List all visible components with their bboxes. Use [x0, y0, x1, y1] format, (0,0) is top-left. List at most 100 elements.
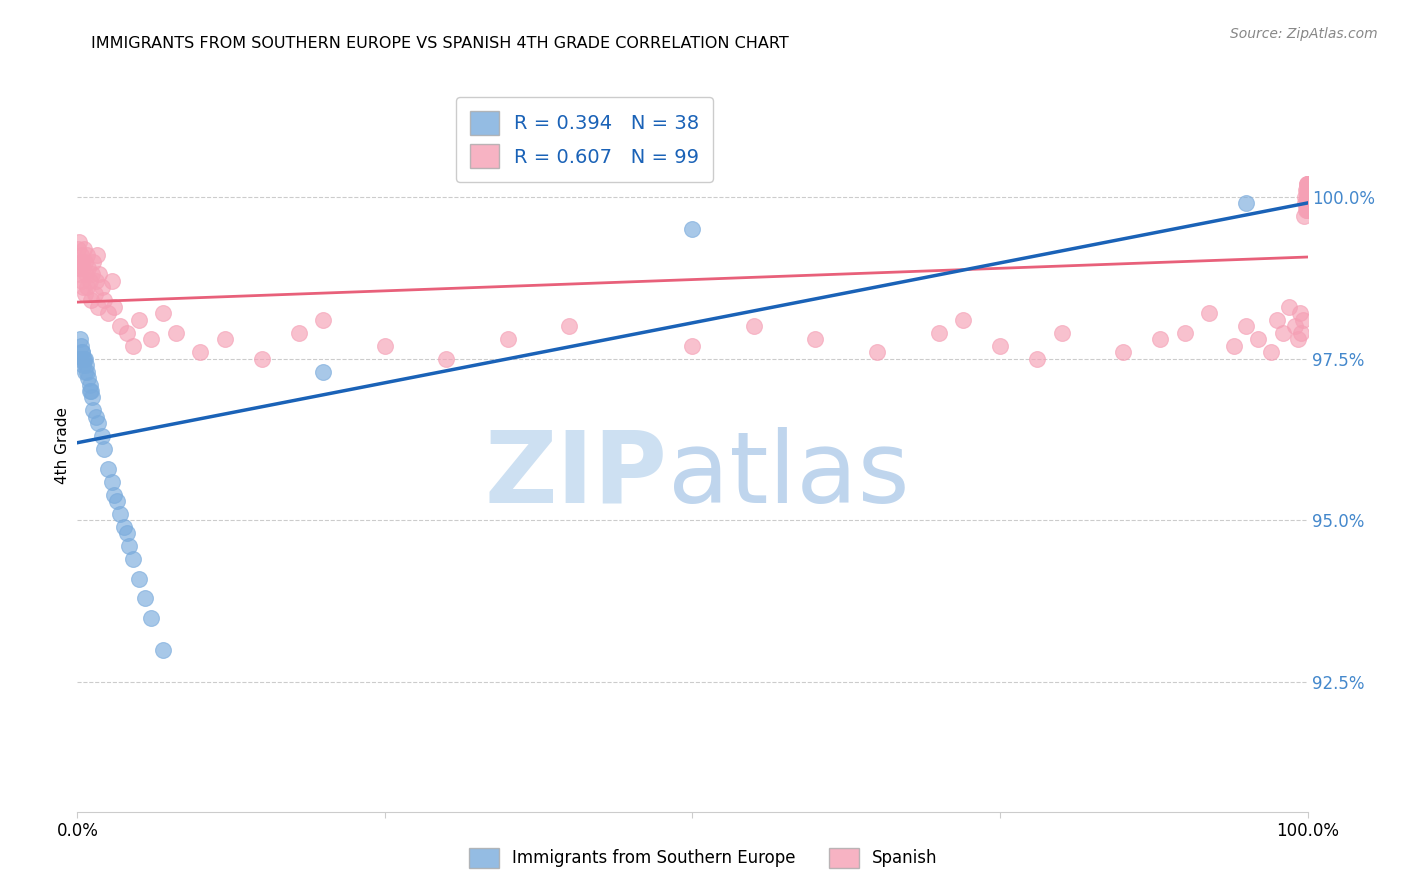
Point [1284, 319, 1306, 334]
Point [682, 339, 704, 353]
Point [72, 351, 94, 366]
Point [952, 312, 974, 326]
Point [152, 643, 174, 657]
Point [1296, 183, 1319, 197]
Point [1234, 196, 1257, 211]
Point [1296, 177, 1319, 191]
Point [73, 242, 96, 256]
Point [66, 242, 89, 256]
Point [72, 280, 94, 294]
Point [134, 591, 156, 606]
Point [436, 351, 458, 366]
Point [86, 248, 108, 262]
Point [742, 319, 765, 334]
Point [1296, 196, 1319, 211]
Point [70, 254, 93, 268]
Point [87, 300, 110, 314]
Point [121, 339, 143, 353]
Point [84, 274, 107, 288]
Point [188, 345, 212, 359]
Point [312, 365, 335, 379]
Point [121, 552, 143, 566]
Point [83, 286, 105, 301]
Point [115, 326, 138, 340]
Point [1296, 190, 1319, 204]
Text: Source: ZipAtlas.com: Source: ZipAtlas.com [1230, 27, 1378, 41]
Point [1174, 326, 1197, 340]
Point [110, 507, 132, 521]
Point [1260, 345, 1282, 359]
Point [76, 280, 98, 294]
Point [72, 358, 94, 372]
Point [682, 222, 704, 236]
Point [89, 268, 111, 282]
Point [93, 442, 115, 457]
Text: ZIP: ZIP [485, 426, 668, 524]
Point [77, 260, 100, 275]
Point [72, 260, 94, 275]
Point [103, 487, 125, 501]
Point [928, 326, 950, 340]
Point [70, 248, 93, 262]
Y-axis label: 4th Grade: 4th Grade [55, 408, 70, 484]
Point [1149, 332, 1171, 346]
Point [76, 365, 98, 379]
Point [1292, 312, 1315, 326]
Point [1265, 312, 1288, 326]
Point [73, 286, 96, 301]
Point [73, 351, 96, 366]
Point [1296, 196, 1319, 211]
Point [73, 365, 96, 379]
Point [1026, 351, 1049, 366]
Point [75, 268, 97, 282]
Point [77, 371, 100, 385]
Point [75, 351, 97, 366]
Point [1296, 190, 1319, 204]
Point [90, 429, 114, 443]
Point [69, 332, 91, 346]
Point [1296, 202, 1319, 217]
Point [75, 358, 97, 372]
Point [70, 345, 93, 359]
Point [76, 248, 98, 262]
Legend: Immigrants from Southern Europe, Spanish: Immigrants from Southern Europe, Spanish [461, 841, 945, 875]
Point [988, 339, 1011, 353]
Point [70, 339, 93, 353]
Point [1272, 326, 1295, 340]
Point [1296, 183, 1319, 197]
Point [79, 274, 101, 288]
Point [374, 339, 396, 353]
Point [1292, 209, 1315, 223]
Point [128, 572, 150, 586]
Point [1296, 196, 1319, 211]
Point [118, 539, 141, 553]
Point [93, 293, 115, 308]
Point [1296, 202, 1319, 217]
Point [165, 326, 187, 340]
Point [67, 260, 90, 275]
Point [1291, 326, 1313, 340]
Point [110, 319, 132, 334]
Point [75, 254, 97, 268]
Text: IMMIGRANTS FROM SOUTHERN EUROPE VS SPANISH 4TH GRADE CORRELATION CHART: IMMIGRANTS FROM SOUTHERN EUROPE VS SPANI… [91, 36, 789, 51]
Point [80, 293, 103, 308]
Point [1286, 332, 1309, 346]
Point [1050, 326, 1073, 340]
Point [1296, 177, 1319, 191]
Point [804, 332, 827, 346]
Point [103, 300, 125, 314]
Point [1223, 339, 1246, 353]
Point [1296, 202, 1319, 217]
Point [1296, 183, 1319, 197]
Point [250, 351, 273, 366]
Legend: R = 0.394   N = 38, R = 0.607   N = 99: R = 0.394 N = 38, R = 0.607 N = 99 [456, 97, 713, 182]
Point [115, 526, 138, 541]
Point [1295, 190, 1317, 204]
Point [112, 520, 135, 534]
Point [101, 475, 124, 489]
Point [1295, 196, 1317, 211]
Point [82, 391, 104, 405]
Point [1234, 319, 1257, 334]
Point [496, 332, 519, 346]
Point [558, 319, 581, 334]
